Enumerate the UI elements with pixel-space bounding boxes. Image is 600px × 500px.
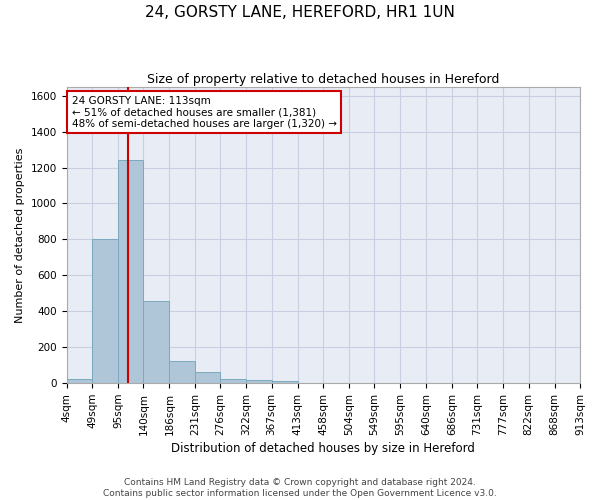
Bar xyxy=(118,160,143,383)
Bar xyxy=(272,380,298,383)
Bar xyxy=(143,302,169,383)
Bar xyxy=(169,360,195,383)
Text: Contains HM Land Registry data © Crown copyright and database right 2024.
Contai: Contains HM Land Registry data © Crown c… xyxy=(103,478,497,498)
Bar xyxy=(195,372,220,383)
Title: Size of property relative to detached houses in Hereford: Size of property relative to detached ho… xyxy=(147,72,499,86)
Bar xyxy=(92,240,118,383)
Text: 24 GORSTY LANE: 113sqm
← 51% of detached houses are smaller (1,381)
48% of semi-: 24 GORSTY LANE: 113sqm ← 51% of detached… xyxy=(71,96,337,129)
X-axis label: Distribution of detached houses by size in Hereford: Distribution of detached houses by size … xyxy=(172,442,475,455)
Bar xyxy=(220,378,246,383)
Text: 24, GORSTY LANE, HEREFORD, HR1 1UN: 24, GORSTY LANE, HEREFORD, HR1 1UN xyxy=(145,5,455,20)
Bar xyxy=(246,380,272,383)
Bar xyxy=(67,378,92,383)
Y-axis label: Number of detached properties: Number of detached properties xyxy=(15,147,25,322)
